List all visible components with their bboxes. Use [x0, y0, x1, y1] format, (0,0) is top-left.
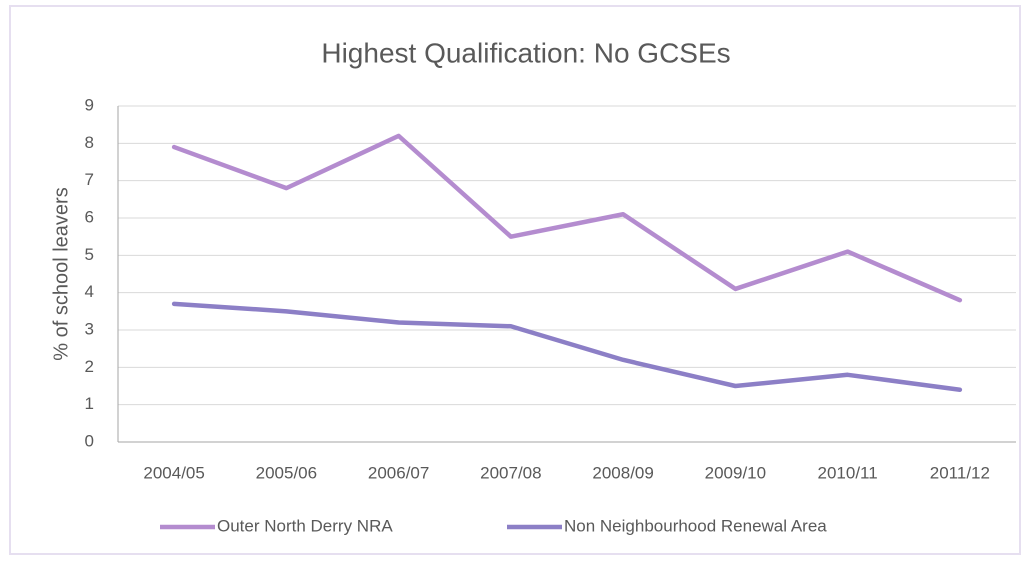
y-tick-label: 1: [85, 394, 94, 413]
data-line: [171, 133, 963, 303]
x-tick-label: 2010/11: [818, 463, 878, 482]
y-axis-label: % of school leavers: [50, 187, 72, 360]
data-line: [171, 301, 963, 392]
y-tick-label: 9: [85, 95, 94, 114]
y-tick-label: 5: [85, 245, 94, 264]
legend-label: Outer North Derry NRA: [217, 516, 393, 535]
y-tick-label: 6: [85, 207, 94, 226]
y-tick-label: 7: [85, 170, 94, 189]
x-tick-label: 2008/09: [592, 463, 653, 482]
y-tick-label: 3: [85, 319, 94, 338]
y-tick-label: 2: [85, 357, 94, 376]
chart-frame: [9, 5, 1021, 555]
y-tick-label: 0: [85, 431, 94, 450]
x-tick-label: 2005/06: [256, 463, 317, 482]
y-tick-label: 8: [85, 133, 94, 152]
legend-label: Non Neighbourhood Renewal Area: [564, 516, 827, 535]
chart-title: Highest Qualification: No GCSEs: [321, 37, 730, 68]
y-tick-label: 4: [85, 282, 94, 301]
x-tick-label: 2011/12: [930, 463, 990, 482]
x-tick-label: 2006/07: [368, 463, 429, 482]
x-tick-label: 2007/08: [480, 463, 541, 482]
x-tick-label: 2009/10: [705, 463, 766, 482]
x-tick-label: 2004/05: [143, 463, 204, 482]
